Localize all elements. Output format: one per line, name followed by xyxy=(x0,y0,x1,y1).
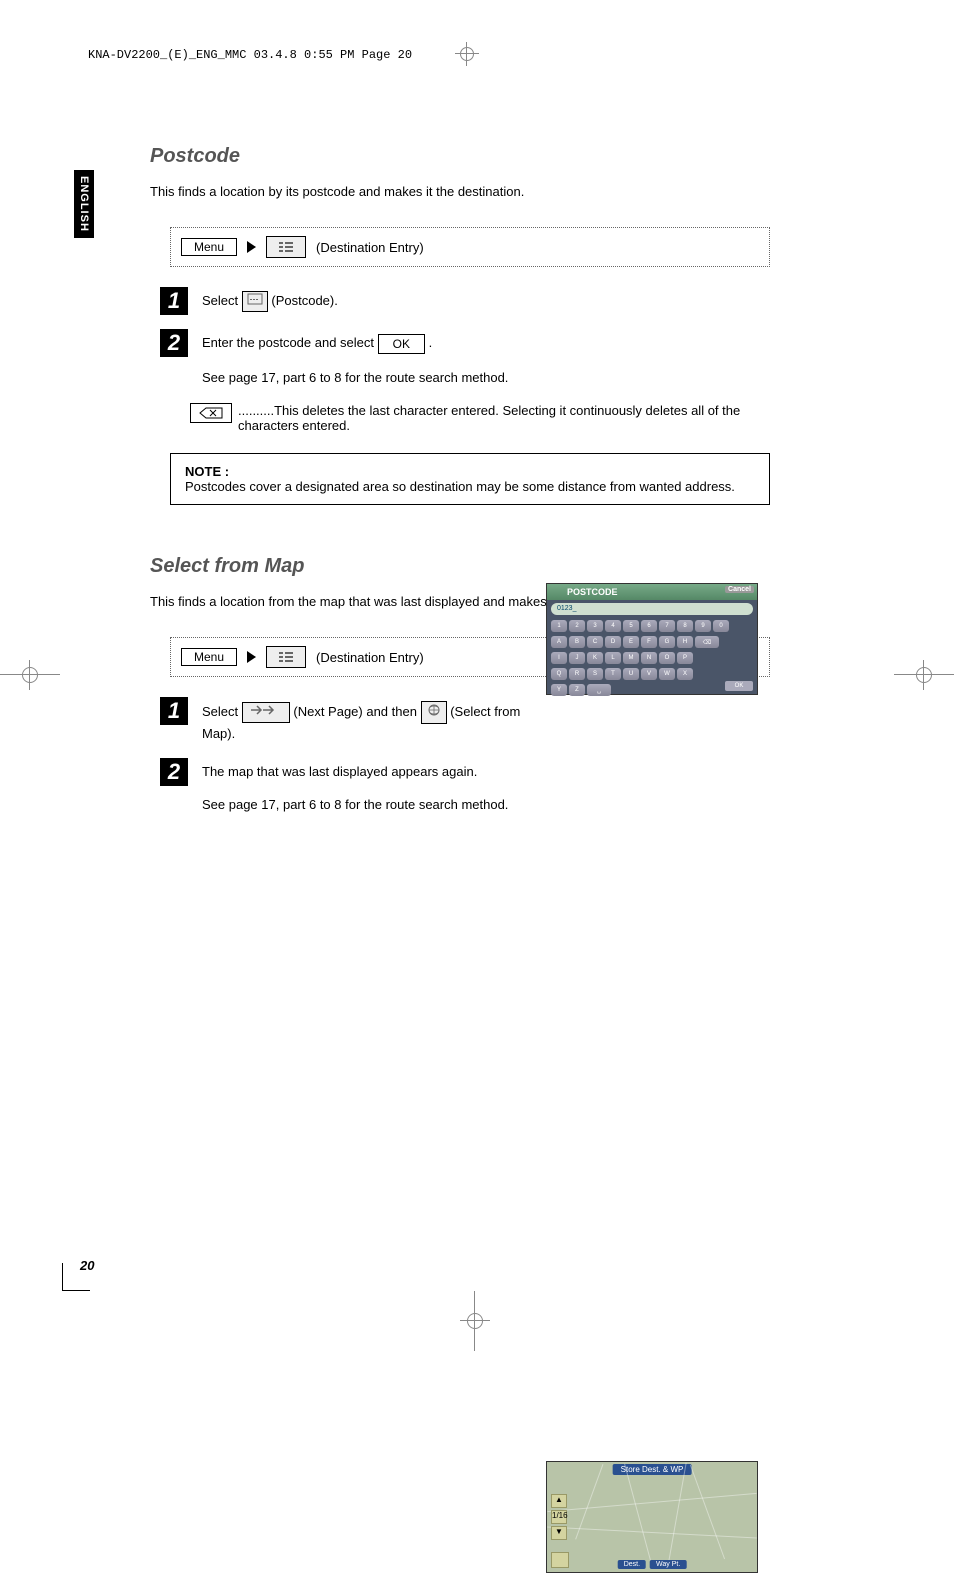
keyboard-key[interactable]: 4 xyxy=(605,620,621,632)
keyboard-key[interactable]: ␣ xyxy=(587,684,611,696)
keyboard-key[interactable]: I xyxy=(551,652,567,664)
section-title-map: Select from Map xyxy=(150,555,770,578)
map-zoom-controls: ▲ 1/16 ▼ xyxy=(551,1494,567,1540)
crop-mark xyxy=(455,42,479,66)
keyboard-key[interactable]: R xyxy=(569,668,585,680)
destination-entry-icon-2[interactable] xyxy=(266,646,306,668)
keyboard-key[interactable]: V xyxy=(641,668,657,680)
page-number: 20 xyxy=(80,1258,94,1273)
backspace-explanation: ..........This deletes the last characte… xyxy=(238,403,770,433)
note-title: NOTE : xyxy=(185,464,229,479)
keyboard-key[interactable]: S xyxy=(587,668,603,680)
zoom-button[interactable]: ▲ xyxy=(551,1494,567,1508)
step-number-2: 2 xyxy=(160,329,188,357)
arrow-icon xyxy=(247,241,256,253)
keyboard-key[interactable]: 2 xyxy=(569,620,585,632)
step2-post: . xyxy=(429,335,433,350)
step2-pre: Enter the postcode and select xyxy=(202,335,378,350)
keyboard-key[interactable]: L xyxy=(605,652,621,664)
keyboard-key[interactable]: P xyxy=(677,652,693,664)
registration-mark-right xyxy=(894,660,954,690)
keyboard-key[interactable]: Z xyxy=(569,684,585,696)
step1-pre: Select xyxy=(202,293,242,308)
map-bottom-button[interactable]: Way Pt. xyxy=(650,1560,686,1569)
ss-input-field[interactable]: 0123_ xyxy=(551,603,753,615)
map-step-2-body: The map that was last displayed appears … xyxy=(202,758,508,815)
keyboard-key[interactable]: 6 xyxy=(641,620,657,632)
postcode-intro: This finds a location by its postcode an… xyxy=(150,184,770,199)
step2-extra: See page 17, part 6 to 8 for the route s… xyxy=(202,368,508,388)
map-step-1-body: Select (Next Page) and then (Select from… xyxy=(202,697,522,744)
mstep1-b: (Next Page) and then xyxy=(293,704,420,719)
step-2-body: Enter the postcode and select OK . See p… xyxy=(202,329,508,387)
map-orient-button[interactable] xyxy=(551,1552,569,1568)
keyboard-key[interactable]: K xyxy=(587,652,603,664)
menu-path-postcode: Menu (Destination Entry) xyxy=(170,227,770,267)
map-bottom-button[interactable]: Dest. xyxy=(618,1560,646,1569)
keyboard-key[interactable]: ⌫ xyxy=(695,636,719,648)
mstep1-a: Select xyxy=(202,704,242,719)
backspace-icon[interactable] xyxy=(190,403,232,423)
keyboard-key[interactable]: W xyxy=(659,668,675,680)
keyboard-key[interactable]: 9 xyxy=(695,620,711,632)
ok-button[interactable]: OK xyxy=(378,334,425,354)
ss-title: POSTCODE Cancel xyxy=(547,584,757,600)
keyboard-key[interactable]: D xyxy=(605,636,621,648)
keyboard-key[interactable]: J xyxy=(569,652,585,664)
keyboard-key[interactable]: E xyxy=(623,636,639,648)
destination-entry-label: (Destination Entry) xyxy=(316,240,424,255)
step1-post: (Postcode). xyxy=(271,293,337,308)
keyboard-key[interactable]: H xyxy=(677,636,693,648)
step-1-body: Select (Postcode). xyxy=(202,287,338,312)
map-step-number-2: 2 xyxy=(160,758,188,786)
keyboard-key[interactable]: M xyxy=(623,652,639,664)
print-header: KNA-DV2200_(E)_ENG_MMC 03.4.8 0:55 PM Pa… xyxy=(88,48,412,62)
keyboard-key[interactable]: 0 xyxy=(713,620,729,632)
keyboard-key[interactable]: X xyxy=(677,668,693,680)
ss-title-text: POSTCODE xyxy=(567,587,618,597)
step-number-1: 1 xyxy=(160,287,188,315)
keyboard-key[interactable]: B xyxy=(569,636,585,648)
keyboard-key[interactable]: O xyxy=(659,652,675,664)
ss-ok-button[interactable]: OK xyxy=(725,681,753,691)
keyboard-key[interactable]: 1 xyxy=(551,620,567,632)
keyboard-key[interactable]: 8 xyxy=(677,620,693,632)
language-tab: ENGLISH xyxy=(74,170,94,238)
mstep2-text: The map that was last displayed appears … xyxy=(202,762,508,782)
keyboard-key[interactable]: 3 xyxy=(587,620,603,632)
keyboard-key[interactable]: N xyxy=(641,652,657,664)
map-bottom-buttons: Dest. Way Pt. xyxy=(618,1560,687,1569)
mstep2-extra: See page 17, part 6 to 8 for the route s… xyxy=(202,795,508,815)
keyboard-key[interactable]: Q xyxy=(551,668,567,680)
destination-entry-icon[interactable] xyxy=(266,236,306,258)
section-title-postcode: Postcode xyxy=(150,145,770,168)
registration-mark-bottom xyxy=(460,1291,490,1351)
keyboard-key[interactable]: A xyxy=(551,636,567,648)
postcode-screenshot: POSTCODE Cancel 0123_ 1234567890 ABCDEFGH… xyxy=(546,583,758,695)
keyboard-key[interactable]: 7 xyxy=(659,620,675,632)
map-screenshot: Cancel Store Dest. & WP ▲1/16▼ Dest.Way … xyxy=(546,1461,758,1573)
postcode-icon[interactable] xyxy=(242,291,268,312)
arrow-icon-2 xyxy=(247,651,256,663)
keyboard-key[interactable]: C xyxy=(587,636,603,648)
menu-button[interactable]: Menu xyxy=(181,238,237,256)
keyboard-key[interactable]: G xyxy=(659,636,675,648)
zoom-button[interactable]: ▼ xyxy=(551,1526,567,1540)
next-page-icon[interactable] xyxy=(242,702,290,723)
map-step-number-1: 1 xyxy=(160,697,188,725)
keyboard-key[interactable]: F xyxy=(641,636,657,648)
keyboard-key[interactable]: 5 xyxy=(623,620,639,632)
keyboard-key[interactable]: T xyxy=(605,668,621,680)
zoom-button[interactable]: 1/16 xyxy=(551,1510,567,1524)
keyboard-key[interactable]: U xyxy=(623,668,639,680)
ss-cancel-button[interactable]: Cancel xyxy=(725,586,754,593)
menu-button-2[interactable]: Menu xyxy=(181,648,237,666)
note-body: Postcodes cover a designated area so des… xyxy=(185,479,735,494)
note-box: NOTE : Postcodes cover a designated area… xyxy=(170,453,770,505)
keyboard-key[interactable]: Y xyxy=(551,684,567,696)
registration-mark-left xyxy=(0,660,60,690)
destination-entry-label-2: (Destination Entry) xyxy=(316,650,424,665)
select-from-map-icon[interactable] xyxy=(421,701,447,724)
